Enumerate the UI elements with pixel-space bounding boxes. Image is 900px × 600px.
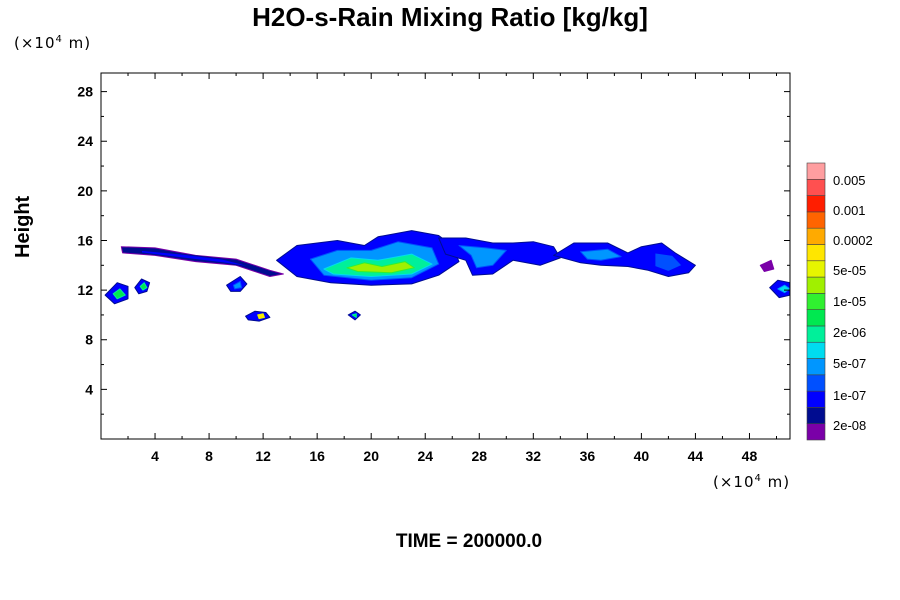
colorbar-swatch <box>806 374 826 392</box>
y-tick-label: 16 <box>77 232 93 248</box>
contour-region-right-cloud-inner <box>580 248 622 261</box>
colorbar-swatch <box>806 407 826 425</box>
colorbar-label: 2e-08 <box>833 418 866 433</box>
contour-regions <box>104 230 791 322</box>
colorbar-swatch <box>806 276 826 294</box>
colorbar-swatch <box>806 293 826 310</box>
x-tick-label: 12 <box>255 448 271 464</box>
contour-region-far-left-cell-core <box>112 288 126 300</box>
x-tick-label: 40 <box>634 448 650 464</box>
colorbar-swatch <box>806 162 826 180</box>
x-unit-prefix: (×10 <box>713 473 755 491</box>
y-unit-suffix: m) <box>62 34 92 52</box>
colorbar-label: 1e-07 <box>833 388 866 403</box>
colorbar-swatch <box>806 358 826 376</box>
x-tick-label: 28 <box>471 448 487 464</box>
x-tick-label: 16 <box>309 448 325 464</box>
colorbar-label: 5e-07 <box>833 356 866 371</box>
x-tick-label: 44 <box>688 448 704 464</box>
contour-region-main-cloud-core <box>346 261 415 274</box>
plot-frame <box>100 72 791 440</box>
colorbar-label: 1e-05 <box>833 294 866 309</box>
x-tick-label: 4 <box>151 448 159 464</box>
colorbar-label: 0.005 <box>833 173 866 188</box>
chart-title: H2O-s-Rain Mixing Ratio [kg/kg] <box>252 2 648 32</box>
colorbar-swatch <box>806 211 826 229</box>
contour-region-right-edge-top <box>759 259 775 272</box>
contour-region-mid-cloud-inner <box>458 245 507 269</box>
y-tick-label: 8 <box>85 332 93 348</box>
colorbar-swatch <box>806 244 826 262</box>
x-tick-label: 24 <box>417 448 433 464</box>
contour-region-left-cell-2-core <box>139 282 148 291</box>
colorbar-swatch <box>806 260 826 278</box>
colorbar-swatch <box>806 423 826 441</box>
colorbar-swatch <box>806 227 826 245</box>
contour-region-anvil-left-core <box>141 249 257 269</box>
y-tick-label: 12 <box>77 282 93 298</box>
x-tick-label: 48 <box>742 448 758 464</box>
contour-region-small-cell-a-core <box>232 280 242 290</box>
colorbar-swatch <box>806 195 826 213</box>
y-unit-exponent: 4 <box>55 34 63 45</box>
colorbar-label: 0.0002 <box>833 233 873 248</box>
colorbar-label: 0.001 <box>833 203 866 218</box>
x-unit-label: (×104 m) <box>713 473 790 491</box>
y-tick-label: 24 <box>77 133 93 149</box>
x-tick-label: 32 <box>526 448 542 464</box>
x-tick-label: 20 <box>363 448 379 464</box>
x-tick-label: 36 <box>580 448 596 464</box>
contour-region-drop-cell-c-core <box>351 313 357 318</box>
colorbar-swatch <box>806 309 826 327</box>
contour-region-right-cloud-inner2 <box>654 252 683 272</box>
colorbar-swatch <box>806 325 826 343</box>
y-tick-label: 20 <box>77 183 93 199</box>
x-unit-exponent: 4 <box>754 473 762 484</box>
colorbar-swatch <box>806 341 826 359</box>
x-unit-suffix: m) <box>761 473 791 491</box>
y-tick-label: 4 <box>85 381 93 397</box>
colorbar-label: 2e-06 <box>833 325 866 340</box>
x-tick-label: 8 <box>205 448 213 464</box>
y-unit-prefix: (×10 <box>14 34 56 52</box>
time-label: TIME = 200000.0 <box>395 531 543 552</box>
y-unit-label: (×104 m) <box>14 34 91 52</box>
contour-region-drop-cell-b-core <box>257 313 265 320</box>
colorbar: 2e-08 1e-07 5e-07 2e-06 1e-05 5e-05 0.0002 0.00… <box>806 162 873 441</box>
colorbar-swatch <box>806 178 826 196</box>
y-tick-label: 28 <box>77 84 93 100</box>
colorbar-swatch <box>806 390 826 408</box>
colorbar-label: 5e-05 <box>833 263 866 278</box>
